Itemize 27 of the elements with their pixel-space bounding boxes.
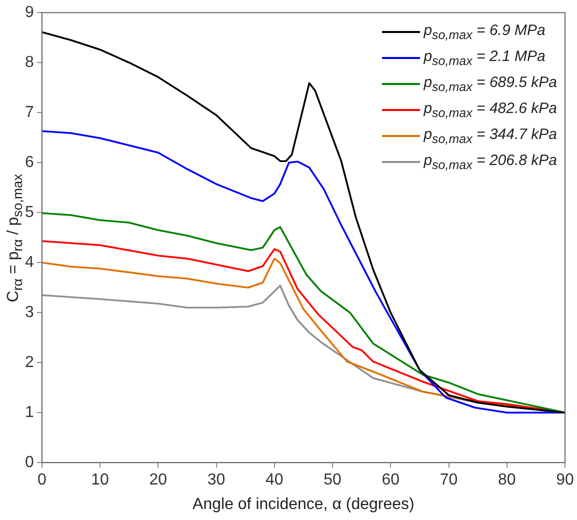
legend-label: p$_{so,max}$ = 2.1 MPa [424, 48, 546, 68]
x-tick-label: 50 [324, 472, 342, 489]
x-tick-label: 70 [440, 472, 458, 489]
x-tick-label: 20 [149, 472, 168, 489]
y-tick-label: 4 [24, 254, 34, 272]
y-tick-label: 6 [24, 154, 34, 172]
y-tick-label: 5 [24, 204, 34, 222]
x-axis-title: Angle of incidence, α (degrees) [192, 496, 414, 513]
y-tick-label: 7 [24, 104, 34, 122]
x-tick-label: 30 [207, 472, 226, 489]
x-tick-label: 90 [556, 472, 574, 489]
x-tick-label: 0 [37, 472, 46, 489]
y-tick-label: 8 [24, 54, 34, 72]
y-tick-label: 0 [24, 454, 34, 472]
x-tick-label: 60 [382, 472, 400, 489]
y-tick-label: 1 [24, 404, 34, 422]
x-tick-label: 80 [498, 472, 516, 489]
y-tick-label: 2 [24, 354, 34, 372]
legend-label: p$_{so,max}$ = 689.5 kPa [424, 74, 557, 94]
x-tick-label: 40 [265, 472, 284, 489]
legend-label: p$_{so,max}$ = 344.7 kPa [424, 126, 557, 146]
legend-label: p$_{so,max}$ = 206.8 kPa [424, 152, 557, 172]
y-tick-label: 9 [24, 4, 34, 22]
legend-label: p$_{so,max}$ = 6.9 MPa [424, 22, 546, 42]
x-tick-label: 10 [91, 472, 110, 489]
legend-label: p$_{so,max}$ = 482.6 kPa [424, 100, 557, 120]
y-tick-label: 3 [24, 304, 34, 322]
